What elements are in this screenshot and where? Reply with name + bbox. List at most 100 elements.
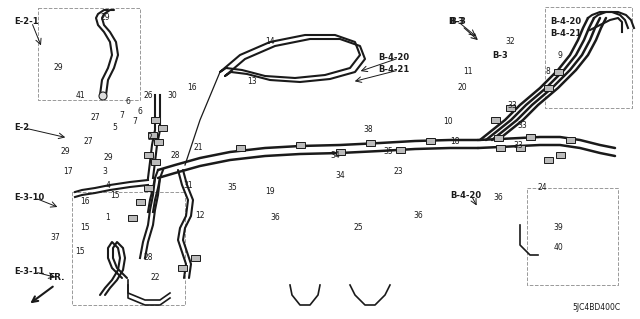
Text: B-3: B-3 [448, 18, 464, 26]
Bar [495, 145, 504, 151]
Text: 33: 33 [513, 140, 523, 150]
Text: 32: 32 [505, 38, 515, 47]
Bar [426, 138, 435, 144]
Text: 1: 1 [106, 213, 110, 222]
Text: 31: 31 [183, 181, 193, 189]
Bar [554, 69, 563, 75]
Text: 34: 34 [330, 151, 340, 160]
Text: 13: 13 [247, 78, 257, 86]
Bar [157, 125, 166, 131]
Text: 41: 41 [75, 91, 85, 100]
Bar [525, 134, 534, 140]
Text: 12: 12 [195, 211, 205, 219]
Bar [147, 132, 157, 138]
Text: 23: 23 [393, 167, 403, 176]
Text: 6: 6 [125, 98, 131, 107]
Circle shape [99, 92, 107, 100]
Text: B-4-20: B-4-20 [378, 54, 409, 63]
Bar [365, 140, 374, 146]
Text: 15: 15 [75, 248, 85, 256]
Bar [177, 265, 186, 271]
Text: B-4-20: B-4-20 [450, 190, 481, 199]
Text: 36: 36 [493, 194, 503, 203]
Text: 19: 19 [265, 188, 275, 197]
Text: 24: 24 [537, 183, 547, 192]
Text: 20: 20 [457, 84, 467, 93]
Text: E-2: E-2 [14, 123, 29, 132]
Text: 30: 30 [167, 91, 177, 100]
Text: 28: 28 [143, 254, 153, 263]
Text: E-3-10: E-3-10 [14, 194, 44, 203]
Text: B-4-20: B-4-20 [550, 18, 581, 26]
Text: 38: 38 [363, 125, 373, 135]
Bar [515, 145, 525, 151]
Text: 18: 18 [451, 137, 460, 146]
Text: 29: 29 [53, 63, 63, 72]
Bar [543, 85, 552, 91]
Text: 39: 39 [553, 224, 563, 233]
Text: 11: 11 [463, 68, 473, 77]
Bar [143, 152, 152, 158]
Bar [136, 199, 145, 205]
Bar [296, 142, 305, 148]
Text: 10: 10 [443, 117, 453, 127]
Text: 4: 4 [106, 181, 111, 189]
Text: 35: 35 [383, 147, 393, 157]
Bar [506, 105, 515, 111]
Text: 3: 3 [102, 167, 108, 176]
Text: 33: 33 [517, 121, 527, 130]
Text: 25: 25 [353, 224, 363, 233]
Text: 28: 28 [170, 151, 180, 160]
Text: 40: 40 [553, 243, 563, 253]
Bar [566, 137, 575, 143]
Bar [335, 149, 344, 155]
Bar [191, 255, 200, 261]
Text: 33: 33 [507, 100, 517, 109]
Text: 29: 29 [100, 13, 110, 23]
Bar [493, 135, 502, 141]
Text: B-4-21: B-4-21 [550, 29, 581, 39]
Text: 14: 14 [265, 38, 275, 47]
Text: 7: 7 [132, 117, 138, 127]
Text: 35: 35 [227, 183, 237, 192]
Text: 27: 27 [90, 114, 100, 122]
Bar [143, 185, 152, 191]
Text: 37: 37 [50, 234, 60, 242]
Text: 21: 21 [193, 144, 203, 152]
Text: B-3: B-3 [449, 18, 466, 26]
Text: 8: 8 [546, 68, 550, 77]
Bar [396, 147, 404, 153]
Text: 29: 29 [60, 147, 70, 157]
Text: 16: 16 [80, 197, 90, 206]
Text: E-2-1: E-2-1 [14, 18, 38, 26]
Bar [150, 117, 159, 123]
Text: 7: 7 [120, 110, 124, 120]
Text: 17: 17 [63, 167, 73, 176]
Bar [236, 145, 244, 151]
Bar [127, 215, 136, 221]
Text: 22: 22 [150, 273, 160, 283]
Text: 16: 16 [187, 84, 197, 93]
Bar [543, 157, 552, 163]
Text: 5JC4BD400C: 5JC4BD400C [572, 303, 620, 312]
Text: 15: 15 [110, 190, 120, 199]
Text: 2: 2 [148, 133, 152, 143]
Bar [490, 117, 499, 123]
Text: 6: 6 [138, 108, 143, 116]
Text: 26: 26 [143, 91, 153, 100]
Text: E-3-11: E-3-11 [14, 268, 44, 277]
Text: 9: 9 [557, 50, 563, 60]
Text: B-4-21: B-4-21 [378, 65, 409, 75]
Text: 36: 36 [413, 211, 423, 219]
Text: 29: 29 [103, 153, 113, 162]
Bar [150, 159, 159, 165]
Bar [556, 152, 564, 158]
Bar [154, 139, 163, 145]
Text: FR.: FR. [48, 273, 65, 283]
Text: 15: 15 [80, 224, 90, 233]
Text: 36: 36 [270, 213, 280, 222]
Text: B-3: B-3 [492, 50, 508, 60]
Text: 27: 27 [83, 137, 93, 146]
Text: 34: 34 [335, 170, 345, 180]
Text: 5: 5 [113, 123, 117, 132]
